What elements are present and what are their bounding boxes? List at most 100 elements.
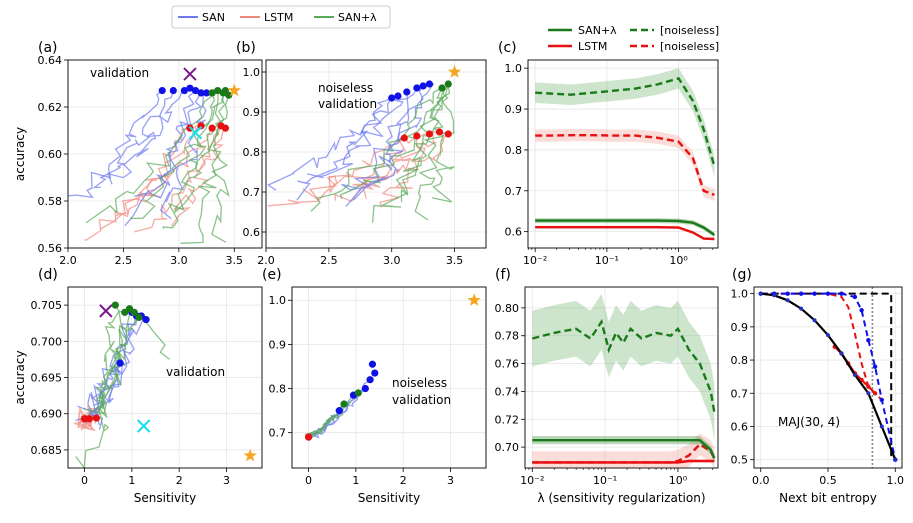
panel-label: (d) bbox=[38, 267, 58, 283]
marker-sanl bbox=[130, 308, 138, 316]
y-tick-label: 0.64 bbox=[38, 54, 63, 67]
trajectory-san bbox=[124, 90, 196, 227]
marker-lstm bbox=[221, 124, 230, 132]
y-tick-label: 0.690 bbox=[31, 408, 63, 421]
x-tick-label: 2 bbox=[400, 474, 407, 487]
y-tick-label: 0.7 bbox=[269, 427, 287, 440]
plot-frame bbox=[67, 59, 263, 249]
marker-san bbox=[197, 89, 205, 97]
trajectory-sanl bbox=[371, 87, 443, 223]
y-tick-label: 0.62 bbox=[38, 101, 63, 114]
y-axis-label: accuracy bbox=[13, 127, 27, 181]
x-marker-cyan bbox=[188, 126, 203, 140]
marker-black-solid bbox=[826, 333, 830, 338]
marker-black-solid bbox=[799, 306, 804, 311]
x-marker-purple bbox=[183, 67, 197, 81]
y-tick-label: 0.685 bbox=[31, 444, 63, 457]
panel-g: 0.50.60.70.80.91.00.0 0.5 1.0(g)Next bit e… bbox=[731, 267, 905, 505]
marker-lstm bbox=[413, 132, 421, 140]
y-tick-label: 0.705 bbox=[31, 299, 63, 312]
trajectory-sanl bbox=[85, 90, 219, 224]
panel-a: 0.56 0.58 0.60 0.62 0.64 2.0 2.5 3.0 3.5 (a) accur… bbox=[13, 40, 263, 267]
trajectory-san bbox=[378, 83, 435, 171]
trajectory-san bbox=[306, 91, 408, 179]
y-tick-label: 0.60 bbox=[38, 148, 63, 161]
marker-san bbox=[186, 84, 194, 92]
marker-black-solid bbox=[852, 373, 857, 378]
x-tick-label: 1 bbox=[128, 474, 135, 487]
trajectory-sanl bbox=[81, 304, 120, 420]
x-axis-label: Next bit entropy bbox=[779, 491, 877, 505]
marker-black-solid bbox=[812, 318, 817, 323]
y-tick-label: 0.6 bbox=[731, 420, 749, 433]
x-tick-label: 3.0 bbox=[383, 254, 401, 267]
marker-blue-dashed bbox=[839, 291, 844, 296]
legend-label: LSTM bbox=[578, 40, 607, 53]
y-tick-label: 0.8 bbox=[269, 383, 287, 396]
trajectory-sanl bbox=[140, 315, 171, 360]
x-marker-stroke bbox=[99, 304, 113, 318]
band-lstm_noiseless bbox=[532, 433, 715, 468]
marker-black-solid bbox=[758, 291, 763, 296]
marker-lstm bbox=[92, 414, 100, 422]
x-marker-stroke bbox=[188, 126, 203, 140]
marker-blue-dashed bbox=[859, 308, 864, 313]
x-tick-label: 10⁻² bbox=[520, 474, 544, 487]
trajectory-san bbox=[296, 95, 399, 201]
plot-frame bbox=[524, 286, 719, 469]
star-marker bbox=[447, 65, 462, 78]
band-san_val bbox=[532, 436, 715, 463]
marker-blue-dashed bbox=[852, 294, 858, 300]
band-san_val bbox=[535, 218, 715, 238]
marker-red-solid bbox=[866, 384, 871, 389]
x-tick-label: 1.0 bbox=[887, 474, 905, 487]
trajectory-sanl bbox=[75, 308, 131, 468]
trajectory-sanl bbox=[162, 95, 230, 230]
trajectory-sanl bbox=[130, 92, 224, 220]
trajectory-san bbox=[107, 89, 185, 185]
y-tick-label: 0.7 bbox=[243, 186, 261, 199]
x-tick-label: 0.5 bbox=[819, 474, 837, 487]
trajectory-san bbox=[92, 90, 174, 189]
marker-san bbox=[368, 360, 377, 368]
trajectory-lstm bbox=[379, 133, 449, 208]
annotation: validation bbox=[392, 393, 451, 407]
marker-sanl bbox=[444, 80, 452, 88]
line-san_val bbox=[535, 219, 716, 236]
y-tick-label: 0.9 bbox=[505, 103, 523, 116]
y-tick-label: 0.70 bbox=[495, 441, 520, 454]
marker-lstm bbox=[208, 124, 216, 132]
x-tick-label: 3.0 bbox=[170, 254, 188, 267]
marker-lstm bbox=[444, 130, 452, 138]
marker-san bbox=[202, 89, 211, 97]
panel-c: 0.6 0.7 0.8 0.9 1.0 10⁻² 10⁻¹ 10⁰ (c) SAN+λ [noise… bbox=[498, 24, 719, 267]
trajectory-lstm bbox=[84, 127, 191, 241]
x-tick-label: 10⁻¹ bbox=[595, 254, 619, 267]
marker-blue-dashed bbox=[872, 364, 878, 369]
y-tick-label: 0.6 bbox=[505, 226, 523, 239]
y-tick-label: 0.8 bbox=[505, 144, 523, 157]
legend-label: [noiseless] bbox=[660, 40, 719, 53]
y-tick-label: 0.8 bbox=[243, 146, 261, 159]
plot-bg bbox=[525, 287, 718, 468]
marker-blue-dashed bbox=[785, 291, 790, 296]
y-tick-label: 0.80 bbox=[495, 302, 520, 315]
marker-san bbox=[419, 82, 427, 90]
legend-label-lstm: LSTM bbox=[264, 11, 293, 24]
marker-sanl bbox=[135, 313, 143, 322]
annotation: validation bbox=[318, 97, 377, 111]
y-axis-label: accuracy bbox=[13, 350, 27, 404]
y-tick-label: 1.0 bbox=[243, 66, 261, 79]
line-lstm_val bbox=[532, 459, 715, 464]
x-tick-label: 1 bbox=[352, 474, 359, 487]
x-marker-cyan bbox=[137, 419, 151, 433]
x-axis-label: λ (sensitivity regularization) bbox=[537, 491, 705, 505]
line-san_val bbox=[532, 439, 716, 459]
trajectory-san bbox=[266, 97, 392, 191]
marker-san bbox=[169, 86, 177, 95]
marker-san bbox=[388, 94, 396, 102]
y-tick-label: 0.9 bbox=[731, 321, 749, 334]
top-legend: SAN LSTM SAN+λ bbox=[171, 5, 391, 29]
panel-label: (f) bbox=[495, 267, 511, 283]
marker-lstm bbox=[400, 134, 408, 142]
